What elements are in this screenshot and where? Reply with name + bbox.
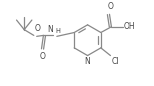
Text: OH: OH — [124, 22, 136, 31]
Text: N: N — [47, 25, 53, 34]
Text: N: N — [85, 57, 90, 66]
Text: Cl: Cl — [111, 57, 119, 66]
Text: H: H — [55, 28, 60, 34]
Text: O: O — [107, 2, 113, 11]
Text: O: O — [40, 52, 45, 61]
Text: O: O — [35, 25, 41, 33]
